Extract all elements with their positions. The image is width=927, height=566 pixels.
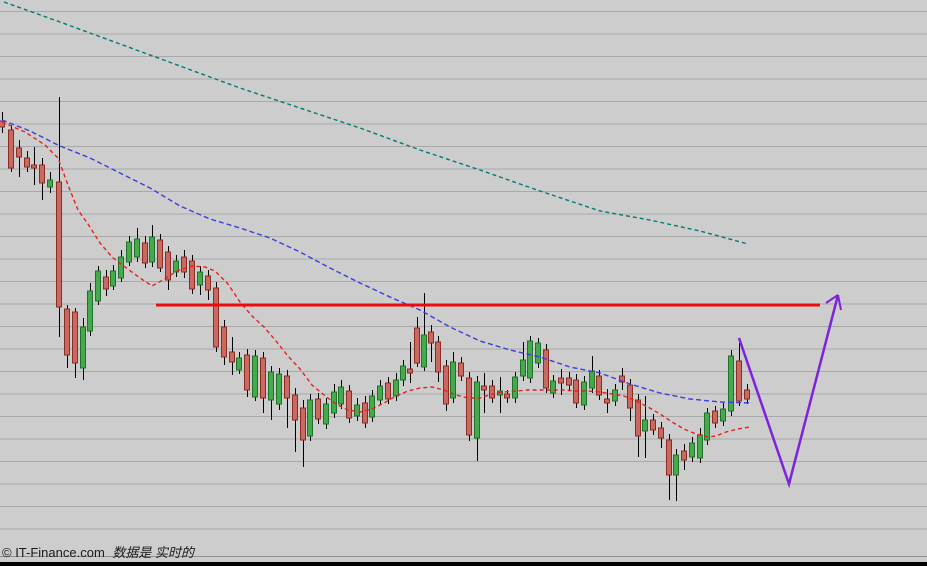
data-note-text: 数据是 实时的 (112, 545, 195, 560)
bottom-bar (0, 562, 927, 566)
red-ma-line (1, 121, 751, 438)
candlestick-series (0, 97, 750, 501)
copyright-text: © IT-Finance.com (2, 545, 105, 560)
grid-lines (0, 11, 927, 557)
footer: © IT-Finance.com 数据是 实时的 (2, 546, 194, 560)
blue-ma-line (1, 119, 753, 404)
trend-arrow[interactable] (737, 294, 842, 489)
teal-ma-line (3, 1, 749, 245)
